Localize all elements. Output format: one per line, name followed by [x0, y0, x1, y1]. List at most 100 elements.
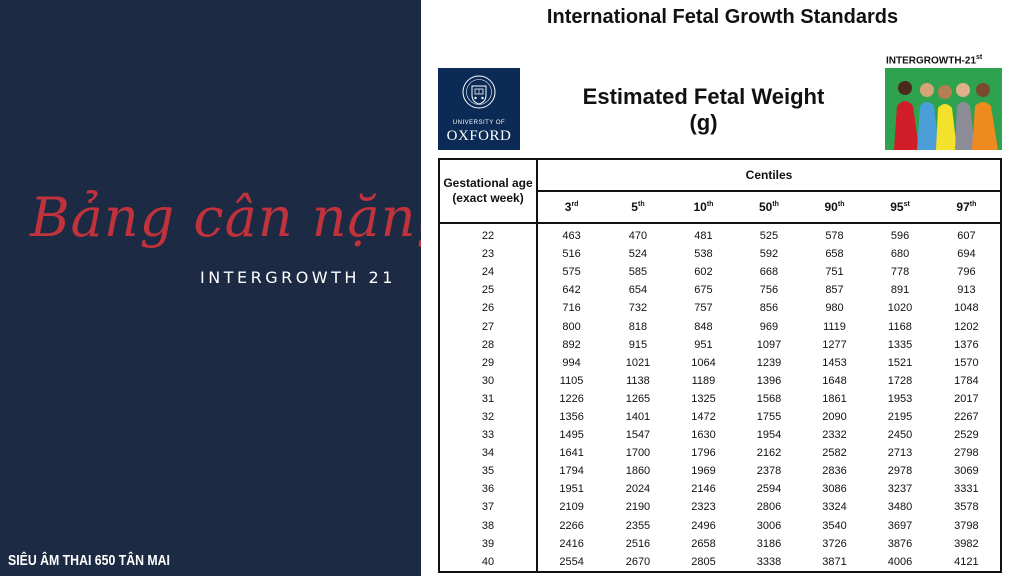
age-column-header: Gestational age (exact week) [439, 159, 538, 224]
weight-cell: 3982 [954, 537, 979, 550]
oxford-big-text: OXFORD [446, 128, 512, 144]
table-row: 31 1226 1265 1325 1568 1861 1953 2017 [439, 389, 1001, 408]
table-row: 33 1495 1547 1630 1954 2332 2450 2529 [439, 426, 1001, 445]
weight-cell: 1138 [626, 374, 650, 387]
weight-cell: 2836 [822, 465, 847, 478]
table-body: 22 463 470 481 525 578 596 607 23 516 524 538 592 658… [439, 223, 1001, 572]
weight-cell: 2332 [822, 429, 847, 442]
weight-cell: 602 [694, 266, 713, 279]
page-title: International Fetal Growth Standards [546, 6, 899, 28]
weight-cell: 2805 [691, 555, 716, 568]
weight-cell: 732 [628, 302, 648, 315]
weight-cell: 4121 [954, 555, 979, 568]
weight-cell: 2267 [954, 410, 979, 423]
weight-cell: 2450 [887, 429, 913, 442]
weight-cell: 892 [562, 338, 581, 351]
centile-header-97: 97th [932, 191, 1001, 224]
weight-cell: 1796 [691, 447, 716, 460]
weight-cell: 3871 [822, 555, 847, 568]
weight-cell: 2109 [559, 501, 584, 514]
weight-cell: 3697 [887, 519, 913, 532]
age-cell: 24 [439, 263, 538, 282]
weight-cell: 1325 [691, 392, 716, 405]
weight-cell: 470 [628, 230, 648, 243]
centile-number: 97 [956, 200, 970, 214]
weight-cell: 2195 [887, 410, 913, 423]
weight-cell: 2024 [625, 483, 651, 496]
age-cell: 28 [439, 335, 538, 354]
weight-cell: 575 [562, 266, 581, 279]
weight-cell: 1189 [691, 374, 716, 387]
centile-suffix: th [637, 201, 645, 208]
weight-cell: 3006 [756, 519, 782, 532]
weight-table: Gestational age (exact week) Centiles 3r… [438, 158, 1002, 573]
intergrowth-label: INTERGROWTH-21st [886, 54, 982, 66]
weight-cell: 3798 [954, 519, 979, 532]
weight-cell: 3726 [822, 537, 847, 550]
weight-cell: 1630 [691, 429, 716, 442]
oxford-logo: UNIVERSITY OF OXFORD [438, 68, 520, 150]
centile-header-5: 5th [605, 191, 671, 224]
weight-cell: 3876 [887, 537, 913, 550]
age-cell: 40 [439, 552, 538, 572]
age-cell: 29 [439, 353, 538, 372]
intergrowth-women-illustration [885, 68, 1002, 150]
weight-cell: 751 [825, 266, 844, 279]
age-cell: 31 [439, 389, 538, 408]
centile-number: 50 [758, 200, 773, 214]
weight-cell: 1472 [691, 410, 716, 423]
weight-cell: 856 [759, 302, 779, 315]
centile-suffix: th [772, 201, 779, 208]
weight-cell: 2978 [887, 465, 913, 478]
weight-cell: 592 [759, 248, 779, 261]
weight-cell: 680 [890, 248, 910, 261]
weight-cell: 716 [562, 302, 581, 315]
weight-cell: 2798 [954, 447, 979, 460]
weight-cell: 2323 [691, 501, 716, 514]
weight-cell: 3324 [822, 501, 847, 514]
intergrowth-label-text: INTERGROWTH-21 [886, 55, 976, 67]
weight-cell: 1953 [887, 392, 913, 405]
age-cell: 22 [439, 223, 538, 246]
oxford-small-text: UNIVERSITY OF [452, 120, 506, 126]
weight-cell: 1794 [559, 465, 584, 478]
age-cell: 38 [439, 516, 538, 535]
weight-cell: 2554 [559, 555, 584, 568]
weight-cell: 585 [628, 266, 648, 279]
weight-cell: 596 [890, 230, 910, 243]
weight-cell: 1969 [691, 465, 716, 478]
weight-cell: 994 [562, 356, 581, 369]
weight-cell: 857 [825, 284, 844, 297]
weight-cell: 1239 [756, 356, 782, 369]
subtitle: INTERGROWTH 21 [200, 268, 396, 287]
centile-suffix: th [837, 201, 845, 208]
age-cell: 37 [439, 498, 538, 517]
weight-cell: 1951 [559, 483, 584, 496]
centile-header-10: 10th [670, 191, 737, 224]
weight-cell: 525 [759, 230, 779, 243]
weight-cell: 757 [694, 302, 713, 315]
weight-cell: 463 [562, 230, 581, 243]
age-cell: 39 [439, 534, 538, 553]
table-row: 32 1356 1401 1472 1755 2090 2195 2267 [439, 407, 1001, 427]
weight-cell: 1570 [954, 356, 979, 369]
script-title: Bảng cân nặng [30, 186, 453, 249]
centile-header-90: 90th [801, 191, 868, 224]
weight-cell: 756 [759, 284, 779, 297]
weight-cell: 1356 [559, 410, 584, 423]
weight-cell: 3186 [756, 537, 782, 550]
weight-cell: 2806 [756, 501, 782, 514]
weight-cell: 1495 [559, 429, 584, 442]
chart-title-line1: Estimated Fetal Weight [582, 84, 825, 109]
age-cell: 34 [439, 444, 538, 463]
table-row: 39 2416 2516 2658 3186 3726 3876 3982 [439, 534, 1001, 553]
centile-header-95: 95st [867, 191, 933, 224]
centile-suffix: th [706, 201, 714, 208]
table-row: 23 516 524 538 592 658 680 694 [439, 245, 1001, 264]
weight-cell: 2146 [691, 483, 716, 496]
table-row: 34 1641 1700 1796 2162 2582 2713 2798 [439, 444, 1001, 463]
centile-header-50: 50th [736, 191, 802, 224]
weight-cell: 3578 [954, 501, 979, 514]
weight-cell: 516 [562, 248, 581, 261]
weight-cell: 2658 [691, 537, 716, 550]
